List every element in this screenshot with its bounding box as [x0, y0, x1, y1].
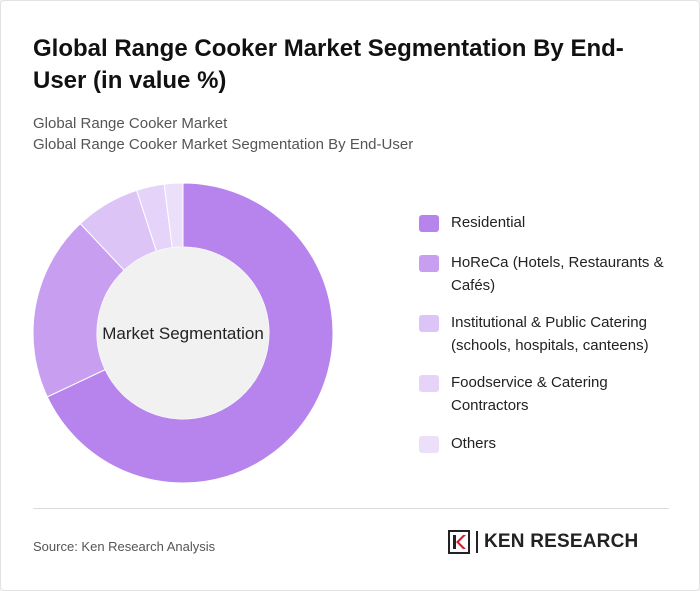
chart-subtitle: Global Range Cooker Market Global Range …	[33, 113, 653, 155]
legend-item: Others	[419, 432, 679, 455]
subtitle-line-1: Global Range Cooker Market	[33, 115, 228, 132]
legend-label: Residential	[451, 214, 526, 231]
legend-label: Institutional & Public Catering (schools…	[451, 314, 649, 354]
legend-item: Institutional & Public Catering (schools…	[419, 311, 679, 357]
legend-label: Others	[451, 435, 497, 452]
legend-item: HoReCa (Hotels, Restaurants & Cafés)	[419, 251, 679, 297]
legend-label: HoReCa (Hotels, Restaurants & Cafés)	[451, 254, 664, 294]
legend-label: Foodservice & Catering Contractors	[451, 374, 608, 414]
legend-swatch	[419, 255, 439, 272]
logo-separator	[476, 531, 478, 553]
donut-chart: Market Segmentation	[32, 182, 334, 484]
ken-research-logo-icon	[448, 530, 470, 554]
legend-item: Residential	[419, 211, 679, 234]
donut-center-label: Market Segmentation	[102, 324, 264, 343]
legend-item: Foodservice & Catering Contractors	[419, 371, 679, 417]
donut-hole	[97, 247, 269, 419]
source-note: Source: Ken Research Analysis	[33, 539, 216, 554]
legend-swatch	[419, 315, 439, 332]
subtitle-line-2: Global Range Cooker Market Segmentation …	[33, 136, 414, 153]
logo-text: KEN RESEARCH	[484, 531, 639, 552]
footer-divider	[33, 508, 669, 509]
ken-research-logo: KEN RESEARCH	[448, 530, 638, 554]
legend-swatch	[419, 375, 439, 392]
donut-slices	[32, 182, 334, 484]
legend-swatch	[419, 215, 439, 232]
chart-title: Global Range Cooker Market Segmentation …	[33, 35, 624, 94]
legend-swatch	[419, 436, 439, 453]
